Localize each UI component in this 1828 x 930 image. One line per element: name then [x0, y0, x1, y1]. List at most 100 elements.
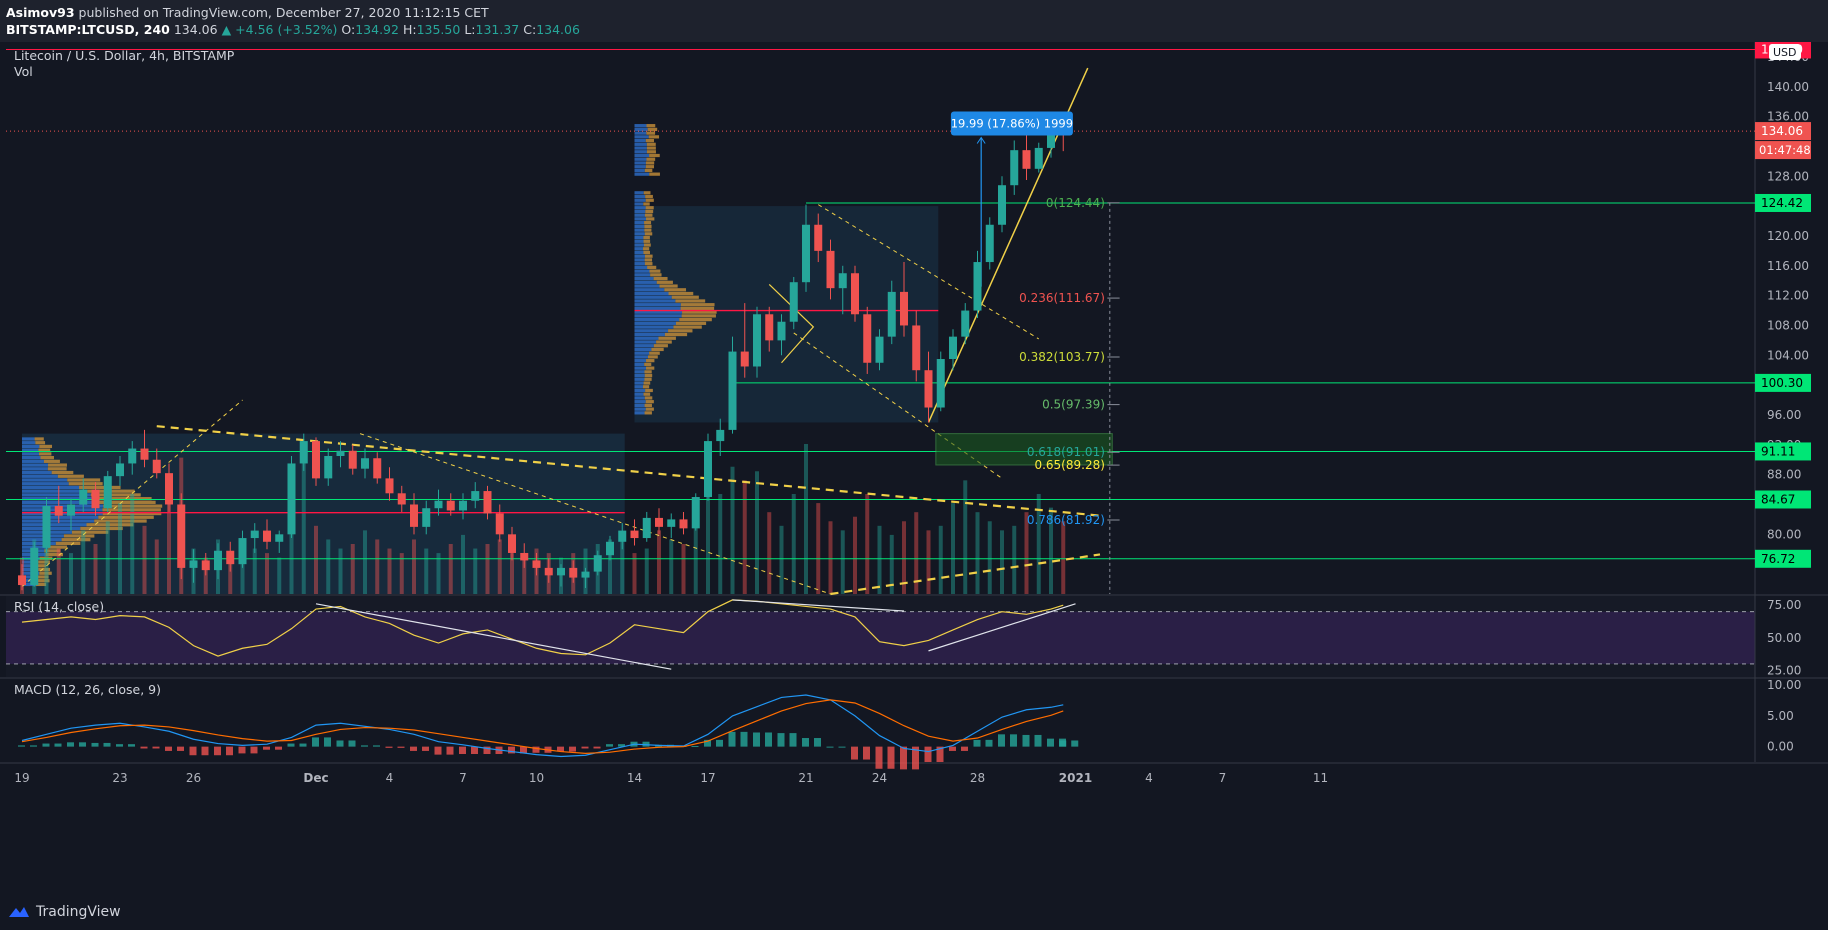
volume-bar — [816, 503, 820, 594]
macd-histogram-bar — [765, 732, 772, 746]
profile-bar — [22, 452, 39, 455]
author-name[interactable]: Asimov93 — [6, 5, 75, 20]
macd-histogram-bar — [998, 734, 1005, 746]
profile-bar — [645, 258, 652, 261]
profile-bar — [635, 251, 644, 254]
macd-histogram-bar — [337, 740, 344, 746]
profile-bar — [635, 404, 645, 407]
profile-bar — [48, 463, 67, 466]
profile-bar — [646, 408, 654, 411]
volume-bar — [731, 467, 735, 594]
macd-histogram-bar — [692, 746, 699, 747]
candle-body — [422, 508, 430, 527]
profile-bar — [39, 445, 52, 448]
volume-bar — [412, 539, 416, 594]
profile-bar — [635, 296, 672, 299]
profile-bar — [635, 307, 681, 310]
profile-bar — [22, 519, 94, 522]
profile-bar — [22, 456, 41, 459]
profile-bar — [646, 217, 654, 220]
profile-bar — [22, 463, 48, 466]
profile-bar — [646, 366, 654, 369]
fib-level-label: 0.382(103.77) — [1019, 350, 1105, 364]
candle-body — [925, 370, 933, 407]
profile-bar — [654, 277, 668, 280]
macd-histogram-bar — [55, 744, 62, 747]
candle-body — [92, 490, 100, 509]
volume-bar — [988, 521, 992, 594]
candle-body — [508, 534, 516, 553]
time-tick-label: 10 — [529, 771, 544, 785]
profile-bar — [635, 262, 645, 265]
candle-body — [18, 575, 26, 585]
candle-body — [214, 551, 222, 570]
profile-bar — [650, 273, 661, 276]
price-tick-label: 128.00 — [1767, 169, 1809, 183]
profile-bar — [643, 247, 649, 250]
profile-bar — [643, 385, 649, 388]
volume-bar — [1012, 526, 1016, 594]
rsi-tick-label: 25.00 — [1767, 663, 1801, 677]
candle-body — [410, 504, 418, 526]
candle-body — [643, 518, 651, 538]
volume-bar — [927, 530, 931, 594]
profile-bar — [635, 247, 644, 250]
profile-bar — [659, 284, 677, 287]
profile-bar — [635, 393, 644, 396]
candle-body — [79, 490, 87, 505]
macd-histogram-bar — [386, 747, 393, 748]
profile-bar — [86, 523, 133, 526]
profile-bar — [635, 173, 650, 176]
macd-histogram-bar — [190, 747, 197, 756]
time-tick-label: 26 — [186, 771, 201, 785]
profile-bar — [79, 486, 121, 489]
profile-bar — [646, 158, 655, 161]
profile-bar — [644, 393, 651, 396]
time-tick-label: 21 — [798, 771, 813, 785]
macd-histogram-bar — [79, 742, 86, 746]
macd-histogram-bar — [165, 747, 172, 751]
macd-histogram-bar — [1035, 735, 1042, 747]
profile-bar — [64, 534, 94, 537]
profile-bar — [644, 240, 651, 243]
profile-bar — [39, 452, 51, 455]
profile-bar — [645, 396, 652, 399]
profile-bar — [635, 139, 646, 142]
profile-bar — [635, 400, 646, 403]
publish-line: Asimov93 published on TradingView.com, D… — [6, 5, 489, 20]
time-tick-label: 28 — [970, 771, 985, 785]
profile-bar — [635, 277, 654, 280]
profile-bar — [635, 161, 646, 164]
candle-body — [618, 531, 626, 542]
candle-body — [839, 273, 847, 288]
candle-body — [104, 476, 112, 508]
macd-histogram-bar — [410, 747, 417, 751]
profile-bar — [635, 284, 660, 287]
volume-bar — [130, 494, 134, 594]
candle-body — [324, 456, 332, 478]
candle-body — [520, 553, 528, 560]
chart-canvas[interactable]: 80.0084.0088.0092.0096.00100.00104.00108… — [0, 42, 1828, 896]
profile-bar — [644, 381, 651, 384]
high-label: H: — [403, 22, 417, 37]
macd-histogram-bar — [30, 745, 37, 746]
macd-histogram-bar — [422, 747, 429, 751]
profile-bar — [635, 128, 648, 131]
profile-bar — [22, 501, 99, 504]
candle-body — [300, 441, 308, 463]
macd-histogram-bar — [753, 732, 760, 746]
macd-histogram-bar — [300, 744, 307, 747]
candle-body — [239, 538, 247, 564]
candle-body — [251, 531, 259, 538]
price-tag-text: 91.11 — [1761, 444, 1795, 458]
macd-histogram-bar — [827, 747, 834, 748]
profile-bar — [635, 255, 645, 258]
volume-bar — [351, 544, 355, 594]
profile-bar — [635, 217, 646, 220]
profile-bar — [635, 154, 650, 157]
macd-histogram-bar — [716, 740, 723, 747]
tradingview-logo[interactable]: TradingView — [8, 904, 121, 920]
fib-level-label: 0.5(97.39) — [1042, 398, 1105, 412]
macd-histogram-bar — [900, 747, 907, 770]
profile-bar — [645, 214, 653, 217]
